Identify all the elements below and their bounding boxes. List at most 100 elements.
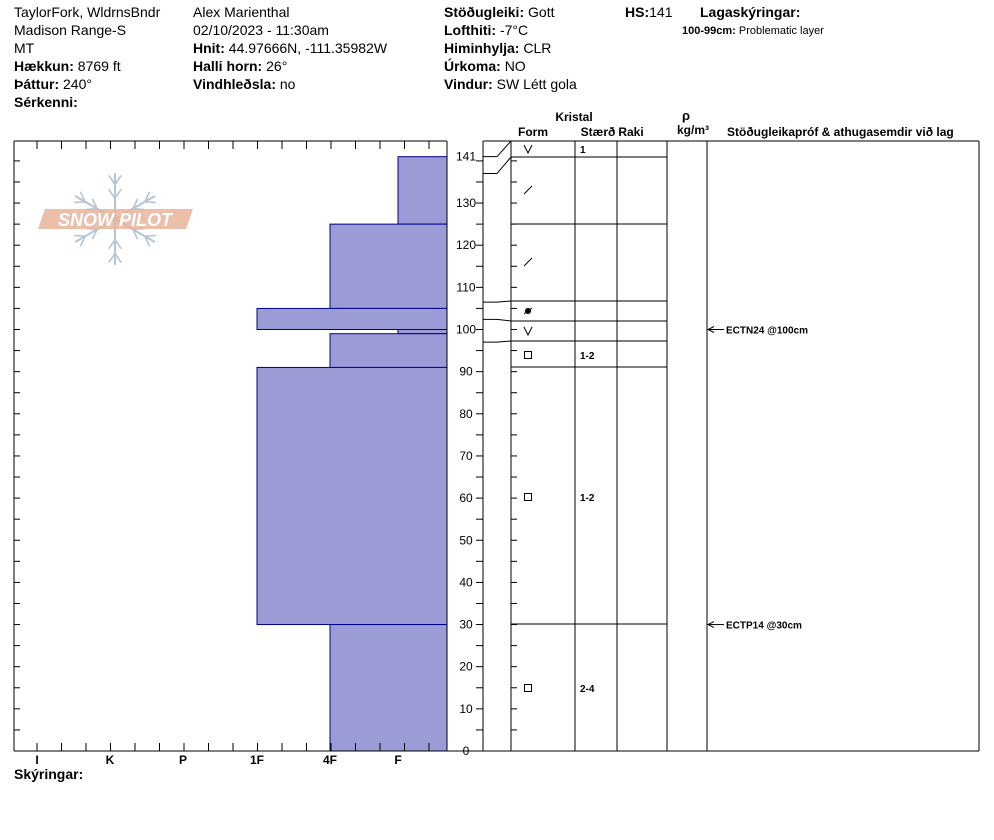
- stability-test-label: ECTP14 @30cm: [726, 621, 802, 632]
- wind-loading-value: no: [279, 76, 296, 92]
- faceted-crystal-icon: [524, 493, 532, 501]
- comments: Skýringar:: [14, 765, 83, 783]
- stability-label: Stöðugleiki:: [444, 4, 525, 20]
- depth-label: 20: [459, 660, 473, 674]
- hardness-bars: [256, 156, 448, 752]
- aspect-value: 240°: [63, 76, 92, 92]
- tests-header: Stöðugleikapróf & athugasemdir við lag: [727, 125, 954, 139]
- site-range: Madison Range-S: [14, 22, 127, 38]
- coordinates: Hnit: 44.97666N, -111.35982W: [193, 39, 387, 57]
- hardness-label-4f: 4F: [323, 753, 337, 767]
- decomposed-fragment-icon: [523, 257, 533, 267]
- grain-size: 1: [580, 145, 586, 156]
- hardness-bar-4f: [329, 624, 448, 752]
- hardness-label-1f: 1F: [250, 753, 264, 767]
- snowflake-branch: [79, 191, 86, 203]
- strata-connector: [483, 318, 512, 322]
- wind-label: Vindur:: [444, 76, 493, 92]
- site-location: TaylorFork, WldrnsBndr: [14, 4, 161, 20]
- coords-label: Hnit:: [193, 40, 225, 56]
- depth-label: 130: [456, 196, 476, 210]
- depth-label: 40: [459, 575, 473, 589]
- features-label: Sérkenni:: [14, 94, 78, 110]
- rounded-grain-slash: [523, 307, 533, 315]
- sky-value: CLR: [523, 40, 552, 56]
- snowflake-branch: [144, 191, 151, 203]
- layer-table: Kristal Form Stærð Raki ρ kg/m³ Stöðugle…: [483, 108, 980, 752]
- hardness-frame: [13, 140, 483, 752]
- air-temp-label: Lofthiti:: [444, 22, 497, 38]
- strata-connector: [483, 156, 512, 175]
- strata-connector: [483, 340, 512, 343]
- legend-entry: 100-99cm: Problematic layer: [682, 22, 824, 40]
- snowflake-branch: [108, 174, 116, 185]
- hardness-bar-f: [397, 156, 448, 225]
- form-header: Form: [518, 125, 548, 139]
- stability: Stöðugleiki: Gott: [444, 3, 577, 21]
- coords-value: 44.97666N, -111.35982W: [228, 40, 388, 56]
- stability-value: Gott: [528, 4, 555, 20]
- legend: Lagaskýringar:: [700, 3, 800, 21]
- wind-loading-label: Vindhleðsla:: [193, 76, 276, 92]
- hs-value: 141: [649, 4, 673, 20]
- depth-label: 141: [456, 150, 476, 164]
- depth-label: 50: [459, 533, 473, 547]
- hs-label: HS:: [625, 4, 650, 20]
- snowflake-branch: [114, 253, 122, 264]
- snowflake-branch: [108, 188, 116, 199]
- wind-loading: Vindhleðsla: no: [193, 75, 387, 93]
- depth-axis: 0 10 20 30 40 50 60 70 80 90 100 110 120 130 141: [456, 141, 517, 758]
- depth-label: 110: [456, 280, 475, 294]
- slope-label: Halli horn:: [193, 58, 263, 74]
- hardness-bar-1f: [256, 366, 448, 626]
- aspect-label: Þáttur:: [14, 76, 60, 92]
- snowflake-branch: [108, 253, 116, 264]
- snowpilot-logo: SNOW PILOT: [38, 173, 193, 265]
- grain-size: 1-2: [580, 351, 595, 362]
- test-arrow-head: [706, 621, 715, 628]
- site-state: MT: [14, 40, 35, 56]
- snowflake-branch: [91, 198, 98, 209]
- logo-text: SNOW PILOT: [58, 210, 174, 230]
- precip-label: Úrkoma:: [444, 58, 501, 74]
- snowflake-branch: [132, 198, 139, 209]
- strata-connector: [483, 300, 512, 303]
- hardness-bar-f: [397, 329, 448, 335]
- elevation-label: Hækkun:: [14, 58, 74, 74]
- site-info: TaylorFork, WldrnsBndr Madison Range-S M…: [14, 3, 160, 111]
- legend-code: 100-99cm:: [682, 25, 736, 37]
- legend-text: Problematic layer: [738, 25, 824, 37]
- grain-size: 2-4: [580, 684, 595, 695]
- snowflake-branch: [74, 200, 86, 204]
- logo-banner: [38, 209, 193, 229]
- slope-value: 26°: [266, 58, 288, 74]
- sky-label: Himinhylja:: [444, 40, 520, 56]
- rho-header: ρ: [682, 108, 690, 123]
- observer-name: Alex Marienthal: [193, 4, 290, 20]
- density-header: kg/m³: [677, 123, 709, 137]
- depth-label: 30: [459, 618, 473, 632]
- snowflake-branch: [114, 188, 122, 199]
- sky: Himinhylja: CLR: [444, 39, 577, 57]
- weather-info: Stöðugleiki: Gott Lofthiti: -7°C Himinhy…: [444, 3, 577, 93]
- grain-size: 1-2: [580, 493, 595, 504]
- snowflake-branch: [108, 239, 116, 250]
- snowflake-branch: [132, 229, 139, 240]
- test-arrow-head: [706, 326, 715, 333]
- observation-datetime: 02/10/2023 - 11:30am: [193, 22, 329, 38]
- snowflake-branch: [144, 235, 151, 247]
- hardness-label-f: F: [394, 753, 401, 767]
- depth-label: 10: [459, 702, 473, 716]
- depth-label: 60: [459, 491, 473, 505]
- air-temp: Lofthiti: -7°C: [444, 21, 577, 39]
- hardness-bar-4f: [329, 223, 448, 309]
- hardness-bar-1f: [256, 307, 448, 330]
- hardness-label-i: I: [35, 753, 38, 767]
- precip: Úrkoma: NO: [444, 57, 577, 75]
- hs-info: HS:141: [625, 3, 672, 21]
- depth-label: 70: [459, 449, 473, 463]
- snowflake-branch: [79, 235, 86, 247]
- decomposed-fragment-icon: [523, 185, 533, 195]
- hardness-axis: I K P 1F 4F F: [35, 753, 401, 767]
